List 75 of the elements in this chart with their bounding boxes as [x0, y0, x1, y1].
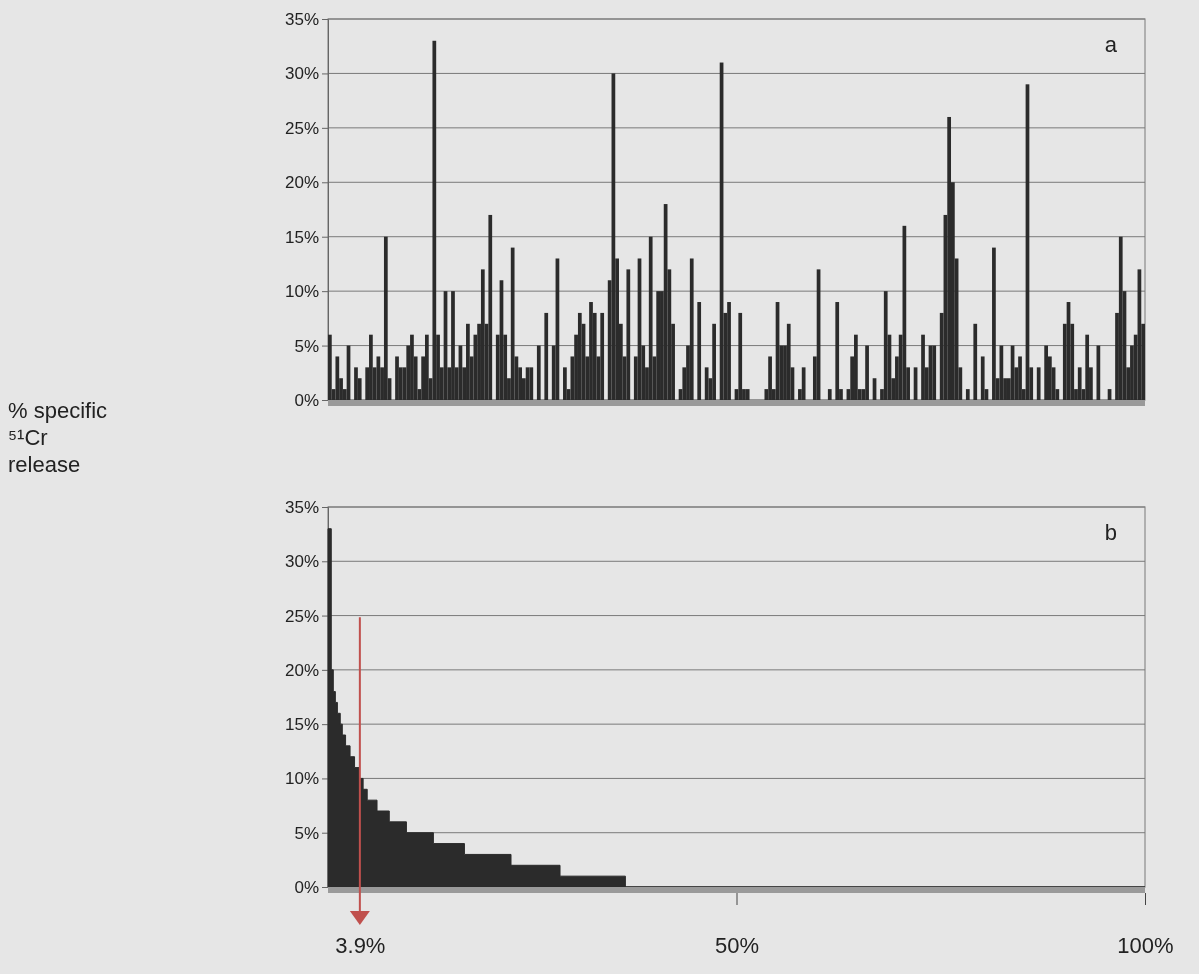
bar: [727, 302, 731, 400]
text: a: [1104, 32, 1118, 57]
bar: [712, 323, 716, 400]
x-tick-label: 100%: [1117, 932, 1174, 958]
bar: [965, 389, 970, 400]
y-tick-label: 25%: [284, 118, 319, 138]
y-tick-label: 35%: [284, 497, 319, 517]
x-tick-label: 50%: [714, 932, 760, 958]
bar: [973, 323, 978, 400]
bar: [626, 269, 631, 400]
bar: [425, 334, 429, 400]
bar: [921, 334, 925, 400]
y-axis-title: % specific ⁵¹Cr release: [8, 398, 108, 477]
bar: [704, 367, 709, 400]
bar: [656, 291, 661, 400]
bar: [577, 312, 582, 400]
y-tick-label: 5%: [294, 823, 319, 843]
y-tick-label: 25%: [284, 606, 319, 626]
y-tick-label: 10%: [284, 282, 319, 302]
bar: [980, 356, 985, 400]
bar: [801, 367, 806, 400]
bar: [410, 334, 414, 400]
bar: [466, 323, 470, 400]
bar: [589, 302, 593, 400]
bar: [395, 356, 399, 400]
bar: [544, 312, 549, 400]
y-tick-label: 0%: [294, 877, 319, 897]
bar: [600, 312, 605, 400]
bar: [480, 269, 485, 400]
bar: [1118, 236, 1123, 400]
bar: [1018, 356, 1022, 400]
y-tick-label: 30%: [284, 64, 319, 84]
y-tick-label: 10%: [284, 769, 319, 789]
bar: [883, 291, 888, 400]
bar: [563, 367, 567, 400]
bar: [865, 345, 869, 400]
bar: [354, 367, 358, 400]
x-tick-label: 3.9%: [335, 932, 386, 958]
bar: [383, 236, 388, 400]
y-tick-label: 5%: [294, 336, 319, 356]
bar: [1085, 334, 1090, 400]
bar: [932, 345, 937, 400]
bar: [432, 40, 437, 400]
text: b: [1104, 520, 1117, 545]
bar: [510, 247, 515, 400]
y-tick-label: 30%: [284, 552, 319, 572]
bar: [689, 258, 694, 400]
bar: [1077, 367, 1082, 400]
bar: [648, 236, 653, 400]
bar: [786, 323, 791, 400]
bar: [854, 334, 858, 400]
bar: [745, 389, 750, 400]
y-tick-label: 35%: [284, 9, 319, 29]
bar: [488, 214, 493, 400]
bar: [1044, 345, 1048, 400]
bar: [827, 389, 832, 400]
y-tick-label: 0%: [294, 390, 319, 410]
bar: [992, 247, 996, 400]
bar: [1036, 367, 1041, 400]
bar: [328, 334, 332, 400]
y-tick-label: 15%: [284, 715, 319, 735]
bar: [536, 345, 541, 400]
bar: [369, 334, 373, 400]
bar: [529, 367, 534, 400]
bar: [768, 356, 772, 400]
bar: [738, 312, 743, 400]
y-tick-label: 15%: [284, 227, 319, 247]
bar: [947, 116, 952, 400]
y-tick-label: 20%: [284, 660, 319, 680]
bar: [697, 302, 702, 400]
y-tick-label: 20%: [284, 173, 319, 193]
bar: [451, 291, 455, 400]
bar: [376, 356, 381, 400]
bar: [335, 356, 340, 400]
bar: [835, 302, 840, 400]
